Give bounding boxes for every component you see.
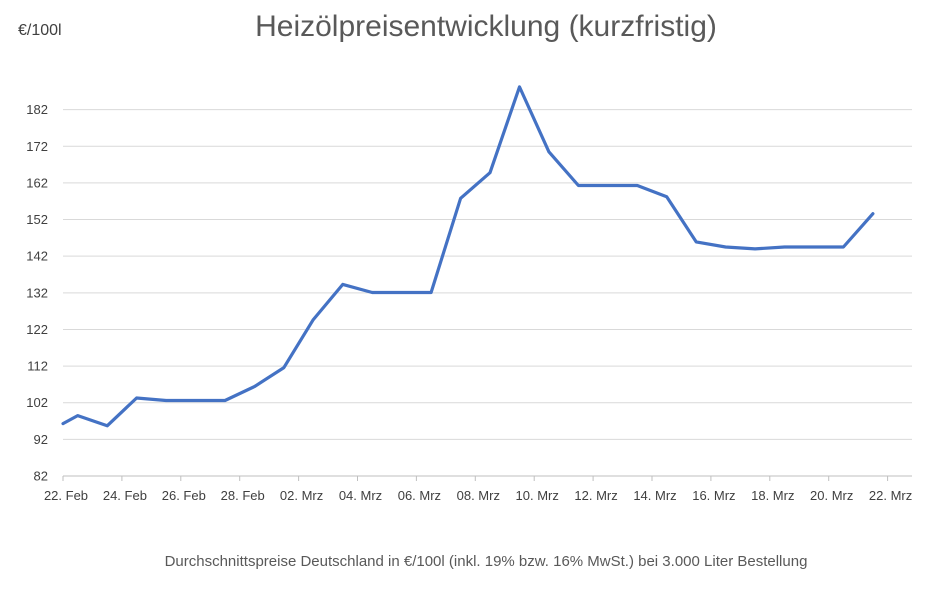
- y-tick-label: 132: [26, 285, 48, 300]
- y-axis-unit-label: €/100l: [18, 22, 62, 39]
- y-tick-label: 82: [34, 469, 48, 484]
- series-line-group: [61, 85, 875, 428]
- chart-footnote: Durchschnittspreise Deutschland in €/100…: [164, 553, 808, 570]
- x-tick-label: 18. Mrz: [751, 488, 794, 503]
- y-tick-label: 162: [26, 175, 48, 190]
- grid-lines: [63, 109, 912, 440]
- chart-title: Heizölpreisentwicklung (kurzfristig): [255, 10, 717, 43]
- y-tick-label: 142: [26, 249, 48, 264]
- x-tick-label: 22. Mrz: [869, 488, 912, 503]
- y-tick-label: 92: [34, 432, 48, 447]
- y-tick-label: 172: [26, 139, 48, 154]
- x-tick-label: 24. Feb: [103, 488, 147, 503]
- x-tick-label: 10. Mrz: [516, 488, 559, 503]
- y-tick-label: 102: [26, 395, 48, 410]
- x-tick-label: 16. Mrz: [692, 488, 735, 503]
- y-tick-label: 152: [26, 212, 48, 227]
- y-tick-label: 112: [27, 359, 48, 374]
- y-tick-labels: 82 92 102 112 122 132 142 152 162 172 182: [26, 102, 48, 483]
- x-tick-label: 14. Mrz: [633, 488, 676, 503]
- x-tick-label: 20. Mrz: [810, 488, 853, 503]
- x-tick-label: 28. Feb: [221, 488, 265, 503]
- series-line: [61, 85, 875, 428]
- y-tick-label: 122: [26, 322, 48, 337]
- x-tick-label: 06. Mrz: [398, 488, 441, 503]
- x-tick-label: 22. Feb: [44, 488, 88, 503]
- x-tick-labels: 22. Feb 24. Feb 26. Feb 28. Feb 02. Mrz 04. M…: [44, 488, 912, 503]
- y-tick-label: 182: [26, 102, 48, 117]
- x-tick-label: 12. Mrz: [574, 488, 617, 503]
- x-tick-label: 08. Mrz: [457, 488, 500, 503]
- x-tick-label: 02. Mrz: [280, 488, 323, 503]
- x-tick-label: 04. Mrz: [339, 488, 382, 503]
- x-tick-label: 26. Feb: [162, 488, 206, 503]
- axes: [62, 475, 912, 481]
